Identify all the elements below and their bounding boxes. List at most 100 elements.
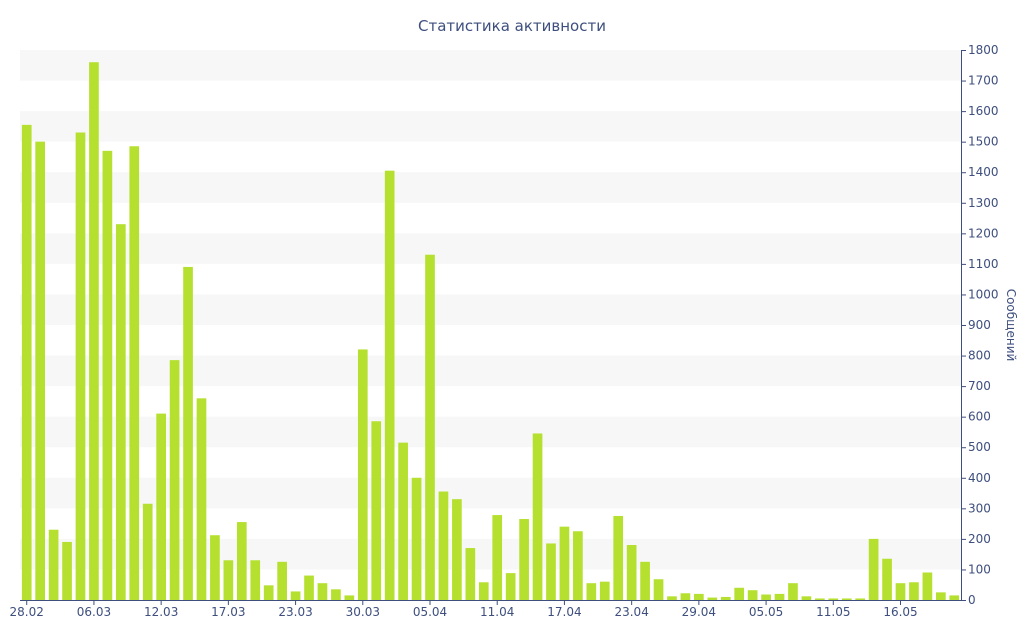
x-tick-label: 12.03 xyxy=(144,605,178,619)
bar xyxy=(505,573,516,600)
grid-band xyxy=(20,233,961,264)
bar xyxy=(438,491,449,600)
bar xyxy=(586,583,597,600)
x-tick-label: 23.04 xyxy=(614,605,648,619)
bar xyxy=(169,360,180,600)
bar xyxy=(398,442,408,600)
chart-title: Статистика активности xyxy=(418,17,606,35)
bar xyxy=(452,499,462,600)
bar xyxy=(196,398,207,600)
x-tick-label: 28.02 xyxy=(10,605,44,619)
bar xyxy=(48,529,59,600)
bar xyxy=(653,579,664,600)
bar xyxy=(519,519,529,600)
bar xyxy=(801,596,812,600)
bar xyxy=(183,266,193,600)
bar xyxy=(357,349,368,600)
bar xyxy=(546,543,556,600)
bar xyxy=(223,560,234,600)
y-tick-label: 700 xyxy=(968,379,991,393)
bar xyxy=(761,594,771,600)
bar xyxy=(841,598,852,600)
y-tick-label: 1100 xyxy=(968,257,999,271)
x-tick-label: 23.03 xyxy=(278,605,312,619)
x-tick-label: 16.05 xyxy=(883,605,917,619)
x-tick-label: 06.03 xyxy=(77,605,111,619)
y-tick-label: 100 xyxy=(968,562,991,576)
x-tick-label: 17.04 xyxy=(547,605,581,619)
bar xyxy=(344,595,355,600)
bar xyxy=(573,531,583,600)
bar xyxy=(855,598,866,600)
y-tick-label: 1400 xyxy=(968,165,999,179)
x-tick-label: 05.05 xyxy=(749,605,783,619)
y-tick-label: 500 xyxy=(968,440,991,454)
bar xyxy=(465,548,476,600)
bar xyxy=(304,575,314,600)
x-tick-label: 17.03 xyxy=(211,605,245,619)
x-tick-label: 11.04 xyxy=(480,605,514,619)
bars-group xyxy=(21,62,960,601)
x-tick-label: 29.04 xyxy=(682,605,716,619)
bar xyxy=(895,583,906,600)
bar xyxy=(936,592,946,600)
grid-band xyxy=(20,172,961,203)
bar xyxy=(747,590,758,600)
bar xyxy=(694,593,704,600)
x-tick-label: 11.05 xyxy=(816,605,850,619)
bar xyxy=(129,146,140,600)
y-tick-label: 600 xyxy=(968,410,991,424)
y-tick-label: 900 xyxy=(968,318,991,332)
bar xyxy=(626,545,637,600)
bar xyxy=(492,515,503,600)
x-axis-ticks: 28.02 06.03 12.03 17.03 23.03 30.03 05.04 11.04… xyxy=(10,600,918,619)
bar xyxy=(331,589,341,600)
bar xyxy=(680,593,691,600)
y-tick-label: 0 xyxy=(968,593,976,607)
y-tick-label: 1000 xyxy=(968,287,999,301)
bar xyxy=(384,170,395,600)
bar xyxy=(263,585,274,600)
bar xyxy=(236,522,247,600)
bar xyxy=(599,581,610,600)
bar xyxy=(828,598,839,600)
grid-band xyxy=(20,50,961,81)
bar xyxy=(613,515,624,600)
grid-bands xyxy=(20,50,961,570)
bar xyxy=(720,596,731,600)
y-axis-label: Сообщений xyxy=(1004,289,1018,362)
bar xyxy=(277,561,287,600)
bar xyxy=(35,141,45,601)
bar xyxy=(115,224,126,601)
grid-band xyxy=(20,111,961,142)
bar xyxy=(250,560,261,600)
y-tick-label: 1800 xyxy=(968,43,999,57)
y-tick-label: 1500 xyxy=(968,135,999,149)
y-tick-label: 1700 xyxy=(968,74,999,88)
bar xyxy=(909,582,919,600)
y-tick-label: 800 xyxy=(968,349,991,363)
bar xyxy=(707,597,718,600)
bar xyxy=(62,541,72,600)
bar xyxy=(478,582,489,600)
bar xyxy=(210,535,220,600)
bar xyxy=(882,558,892,600)
bar xyxy=(317,583,328,600)
bar xyxy=(788,583,798,600)
bar xyxy=(815,598,825,600)
bar xyxy=(922,572,933,600)
bar xyxy=(868,538,879,600)
x-tick-label: 05.04 xyxy=(413,605,447,619)
bar xyxy=(667,596,677,600)
y-tick-label: 400 xyxy=(968,471,991,485)
bar xyxy=(102,150,113,600)
y-tick-label: 200 xyxy=(968,532,991,546)
bar xyxy=(559,526,570,600)
bar xyxy=(21,124,32,601)
y-tick-label: 1300 xyxy=(968,196,999,210)
bar xyxy=(949,595,960,600)
bar xyxy=(371,421,382,600)
y-tick-label: 1200 xyxy=(968,226,999,240)
y-axis-ticks: 0 100 200 300 400 500 600 700 800 900 1000 1100 1200… xyxy=(961,43,999,607)
